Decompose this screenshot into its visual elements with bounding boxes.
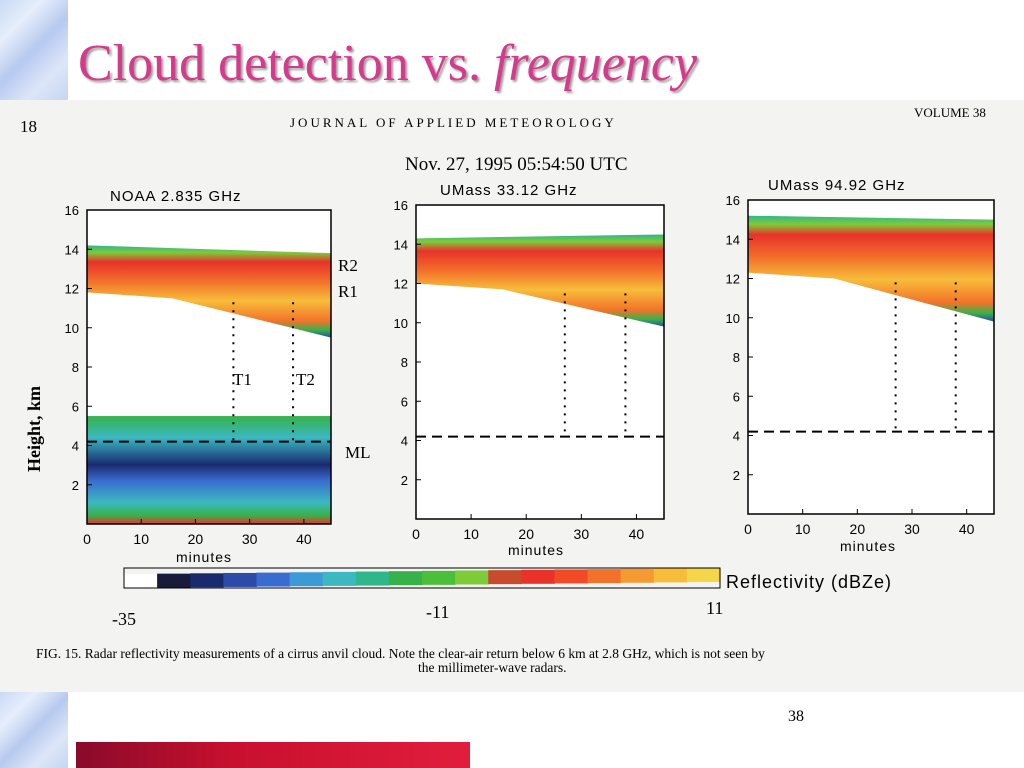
figure-canvas: 18 JOURNAL OF APPLIED METEOROLOGY VOLUME… [20, 105, 995, 675]
colorbar [123, 567, 721, 589]
y-tick-label: 8 [401, 355, 408, 370]
x-tick-label: 0 [412, 526, 420, 542]
x-tick-label: 20 [850, 521, 866, 537]
y-tick-label: 6 [72, 399, 79, 414]
annotation-r1: R1 [338, 282, 358, 301]
y-tick-label: 14 [65, 242, 79, 257]
figure-caption-line2: the millimeter-wave radars. [418, 660, 567, 675]
y-tick-label: 16 [726, 193, 740, 208]
y-tick-label: 6 [733, 389, 740, 404]
colorbar-segment [190, 573, 224, 588]
colorbar-frame [123, 567, 721, 589]
y-tick-label: 8 [72, 360, 79, 375]
x-tick-label: 0 [744, 521, 752, 537]
colorbar-segment [322, 571, 357, 586]
clear-air-return [87, 416, 331, 524]
colorbar-segment [355, 571, 390, 586]
colorbar-segment [455, 570, 489, 585]
x-axis-label: minutes [840, 538, 896, 554]
colorbar-segment [289, 572, 324, 587]
y-tick-label: 10 [65, 321, 79, 336]
y-tick-label: 14 [726, 232, 740, 247]
y-tick-label: 4 [72, 439, 79, 454]
y-tick-label: 2 [733, 468, 740, 483]
colorbar-segment [388, 571, 423, 586]
colorbar-segment [653, 568, 688, 583]
y-tick-label: 4 [401, 434, 408, 449]
y-tick-label: 10 [394, 316, 408, 331]
slide-title: Cloud detection vs. frequency [78, 34, 697, 93]
x-tick-label: 40 [296, 531, 312, 547]
colorbar-tick-low: -35 [112, 609, 136, 629]
radar-panel-3: UMass 94.92 GHz 2 4 6 8 10 12 14 16 0 10 20 30 40 minu… [726, 177, 995, 554]
colorbar-segment [256, 572, 291, 587]
y-tick-label: 12 [726, 272, 740, 287]
y-axis-label: Height, km [24, 386, 44, 472]
annotation-ml: ML [345, 443, 371, 462]
x-tick-label: 20 [188, 531, 204, 547]
annotation-t2: T2 [296, 370, 315, 389]
x-tick-label: 40 [959, 521, 975, 537]
x-tick-label: 30 [242, 531, 258, 547]
colorbar-segment [587, 569, 622, 584]
annotation-t1: T1 [233, 370, 252, 389]
panel-title: UMass 33.12 GHz [440, 182, 578, 199]
footer-accent-bar [76, 742, 470, 768]
colorbar-segment [422, 570, 456, 585]
journal-volume: VOLUME 38 [914, 105, 986, 120]
figure-date-label: Nov. 27, 1995 05:54:50 UTC [405, 154, 628, 175]
x-axis-label: minutes [508, 542, 564, 558]
x-tick-label: 10 [133, 531, 149, 547]
x-tick-label: 0 [83, 531, 91, 547]
colorbar-segment [124, 574, 158, 588]
panel-title: UMass 94.92 GHz [768, 177, 906, 194]
x-tick-label: 30 [574, 526, 590, 542]
x-tick-label: 10 [795, 521, 811, 537]
figure-caption-line1: FIG. 15. Radar reflectivity measurements… [36, 646, 765, 661]
annotation-r2: R2 [338, 256, 358, 275]
title-main: Cloud detection vs. [78, 35, 481, 92]
y-tick-label: 16 [394, 198, 408, 213]
x-tick-label: 10 [463, 526, 479, 542]
y-tick-label: 10 [726, 311, 740, 326]
colorbar-segment [488, 570, 522, 585]
title-italic: frequency [493, 35, 698, 92]
decorative-texture-top [0, 0, 68, 100]
colorbar-label: Reflectivity (dBZe) [726, 572, 892, 592]
colorbar-segment [554, 569, 589, 584]
y-tick-label: 12 [394, 277, 408, 292]
cirrus-cloud-layer [416, 234, 664, 327]
radar-panel-2: UMass 33.12 GHz 2 4 6 8 10 12 14 16 0 10 20 30 40 minu… [394, 182, 665, 558]
x-tick-label: 40 [629, 526, 645, 542]
y-tick-label: 6 [401, 394, 408, 409]
colorbar-tick-mid: -11 [426, 602, 449, 622]
scanned-figure: 18 JOURNAL OF APPLIED METEOROLOGY VOLUME… [0, 100, 1024, 692]
colorbar-segment [157, 573, 191, 588]
y-tick-label: 8 [733, 350, 740, 365]
y-tick-label: 2 [72, 478, 79, 493]
journal-name: JOURNAL OF APPLIED METEOROLOGY [290, 115, 617, 130]
x-tick-label: 30 [904, 521, 920, 537]
y-tick-label: 14 [394, 237, 408, 252]
y-tick-label: 4 [733, 429, 740, 444]
journal-page-number: 18 [20, 117, 37, 136]
y-tick-label: 16 [65, 203, 79, 218]
colorbar-segment [620, 568, 655, 583]
cirrus-cloud-layer [748, 215, 994, 322]
colorbar-segment [223, 572, 257, 587]
x-axis-label: minutes [176, 549, 232, 565]
x-tick-label: 20 [518, 526, 534, 542]
colorbar-segment [521, 569, 555, 584]
panel-title: NOAA 2.835 GHz [110, 188, 242, 205]
slide-page-number: 38 [788, 708, 804, 725]
y-tick-label: 2 [401, 473, 408, 488]
radar-panel-1: NOAA 2.835 GHz 2 4 6 8 10 12 14 16 0 10 20 30 40 minut… [65, 188, 332, 565]
decorative-texture-bottom [0, 692, 68, 768]
cirrus-cloud-layer [87, 245, 331, 338]
colorbar-segment [686, 568, 721, 583]
colorbar-tick-high: 11 [706, 598, 723, 618]
y-tick-label: 12 [65, 282, 79, 297]
